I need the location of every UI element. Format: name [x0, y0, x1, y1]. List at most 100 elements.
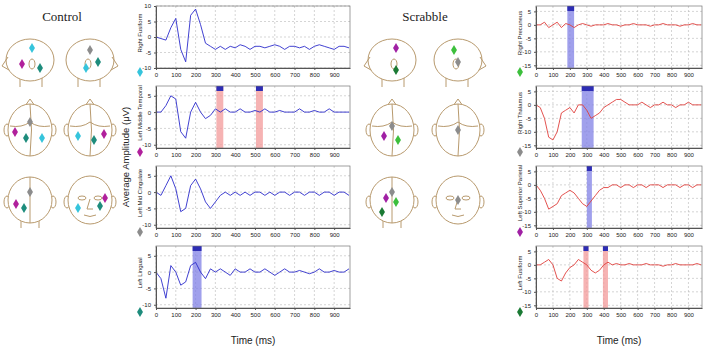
x-tick-mark: [688, 68, 689, 70]
grid-line-y: [156, 192, 350, 193]
y-tick-label: -10: [142, 142, 151, 148]
y-tick: -5: [146, 206, 156, 212]
x-tick-mark: [655, 148, 656, 150]
highlight-window: [603, 246, 608, 308]
x-tick: 300: [582, 308, 593, 318]
source-marker: [23, 133, 29, 143]
waveform: [156, 96, 349, 138]
x-tick: 600: [633, 68, 644, 78]
x-tick-mark: [215, 308, 216, 310]
x-tick: 500: [250, 308, 261, 318]
x-tick-label: 300: [582, 232, 593, 238]
x-tick-mark: [587, 68, 588, 70]
x-tick: 500: [250, 228, 261, 238]
plot-background: [156, 6, 350, 68]
head-outline: [84, 215, 96, 217]
grid-line-x: [637, 6, 638, 68]
y-tick-label: 5: [148, 19, 152, 25]
plot-frame: [536, 6, 702, 68]
grid-line-x: [195, 6, 196, 68]
grid-line-y: [536, 131, 702, 132]
grid-line-x: [620, 6, 621, 68]
head-outline: [364, 57, 371, 70]
x-tick-label: 700: [290, 152, 301, 158]
x-tick-label: 500: [616, 232, 627, 238]
x-tick-mark: [638, 68, 639, 70]
x-tick-label: 900: [330, 312, 341, 318]
grid-line-x: [620, 166, 621, 228]
grid-line-y: [536, 225, 702, 226]
x-tick-mark: [255, 308, 256, 310]
x-tick-label: 300: [582, 152, 593, 158]
y-tick: -5: [526, 36, 536, 42]
source-marker: [12, 127, 18, 137]
panel: 0100200300400500600700800900-10-505Left …: [137, 246, 351, 318]
x-tick-label: 400: [599, 72, 610, 78]
waveform: [156, 176, 349, 212]
x-tick-label: 200: [191, 312, 202, 318]
highlight-window-cap: [582, 86, 594, 91]
region-marker: [517, 227, 523, 237]
x-tick-mark: [553, 68, 554, 70]
y-tick-label: -5: [526, 276, 532, 282]
grid-line-x: [254, 86, 255, 148]
region-marker: [137, 307, 143, 317]
region-marker: [137, 67, 143, 77]
x-tick-mark: [196, 228, 197, 230]
y-tick-label: 0: [148, 270, 152, 276]
x-tick: 700: [290, 148, 301, 158]
x-tick-mark: [176, 148, 177, 150]
plot-area: [536, 166, 701, 228]
x-tick-label: 600: [633, 232, 644, 238]
y-tick: -5: [146, 286, 156, 292]
y-tick: -15: [522, 143, 536, 149]
grid-line-x: [156, 166, 157, 228]
grid-line-x: [175, 166, 176, 228]
x-tick-label: 0: [155, 72, 159, 78]
grid-line-x: [235, 166, 236, 228]
grid-line-x: [235, 6, 236, 68]
x-tick-mark: [553, 308, 554, 310]
x-axis-line: [157, 228, 351, 229]
x-tick: 400: [599, 308, 610, 318]
head-outline: [70, 122, 110, 127]
x-tick: 900: [684, 308, 695, 318]
x-tick: 100: [548, 68, 559, 78]
head-view: [364, 39, 416, 87]
x-tick-mark: [570, 228, 571, 230]
x-tick-label: 500: [250, 152, 261, 158]
region-label: Left Middle Temporal: [137, 85, 143, 141]
y-tick-mark: [534, 292, 536, 293]
head-outline: [370, 104, 414, 156]
source-marker: [393, 65, 399, 75]
y-tick-label: -5: [526, 196, 532, 202]
head-outline: [446, 196, 454, 200]
x-tick: 600: [270, 148, 281, 158]
x-tick-label: 800: [310, 152, 321, 158]
grid-line-y: [156, 224, 350, 225]
y-tick: -10: [142, 142, 156, 148]
x-tick-mark: [314, 148, 315, 150]
x-tick: 500: [250, 68, 261, 78]
y-tick-mark: [534, 198, 536, 199]
y-tick-mark: [534, 185, 536, 186]
waveform: [536, 185, 701, 209]
x-tick: 600: [633, 228, 644, 238]
grid-line-y: [536, 11, 702, 12]
highlight-window: [216, 86, 223, 148]
y-tick-label: 0: [528, 182, 532, 188]
y-tick: -10: [142, 222, 156, 228]
x-tick-label: 0: [155, 152, 159, 158]
y-tick: 0: [528, 262, 536, 268]
grid: [536, 166, 702, 228]
x-tick-mark: [196, 68, 197, 70]
x-tick-label: 0: [155, 312, 159, 318]
highlight-window: [582, 86, 594, 148]
grid-line-x: [314, 246, 315, 308]
y-tick-mark: [534, 105, 536, 106]
x-tick-label: 700: [290, 232, 301, 238]
x-tick-label: 300: [211, 312, 222, 318]
x-tick-label: 900: [684, 72, 695, 78]
grid-line-y: [536, 291, 702, 292]
head-view: [66, 39, 118, 87]
